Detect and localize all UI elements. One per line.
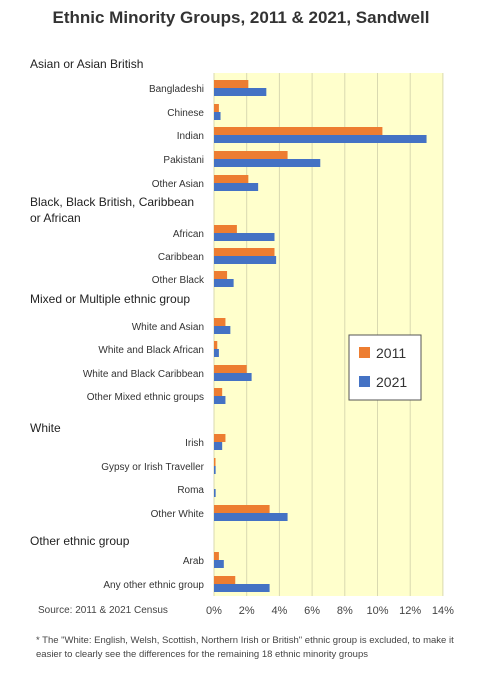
- bar-2011: [214, 225, 237, 233]
- legend-swatch: [359, 376, 370, 387]
- footnote: * The "White: English, Welsh, Scottish, …: [36, 635, 454, 660]
- bar-2011: [214, 248, 275, 256]
- bar-2021: [214, 560, 224, 568]
- bar-2011: [214, 175, 249, 183]
- bar-2021: [214, 513, 288, 521]
- source-note: Source: 2011 & 2021 Census: [38, 605, 168, 616]
- x-tick-label: 0%: [206, 605, 222, 617]
- bar-2011: [214, 365, 247, 373]
- x-tick-label: 6%: [304, 605, 320, 617]
- bar-2011: [214, 458, 216, 466]
- category-label: Other White: [151, 509, 205, 520]
- bar-2011: [214, 318, 226, 326]
- bar-2011: [214, 434, 226, 442]
- x-tick-label: 10%: [366, 605, 388, 617]
- chart-title: Ethnic Minority Groups, 2011 & 2021, San…: [52, 8, 430, 27]
- group-header: Black, Black British, Caribbean or Africa…: [30, 195, 194, 225]
- legend-swatch: [359, 347, 370, 358]
- group-header: Asian or Asian British: [30, 57, 143, 71]
- group-header-line: Black, Black British, Caribbean: [30, 195, 194, 209]
- bar-2021: [214, 584, 270, 592]
- category-label: Roma: [177, 485, 204, 496]
- bar-2021: [214, 183, 259, 191]
- bar-2021: [214, 135, 427, 143]
- group-header-line: or African: [30, 211, 81, 225]
- bar-2011: [214, 127, 383, 135]
- category-label: Other Black: [152, 275, 205, 286]
- bar-2021: [214, 256, 277, 264]
- bar-2011: [214, 80, 249, 88]
- bar-2021: [214, 159, 321, 167]
- bar-2011: [214, 552, 219, 560]
- category-label: Indian: [177, 131, 204, 142]
- x-tick-label: 2%: [239, 605, 255, 617]
- bar-2011: [214, 341, 218, 349]
- category-label: Gypsy or Irish Traveller: [101, 462, 204, 473]
- category-label: Arab: [183, 556, 205, 567]
- bar-2021: [214, 466, 216, 474]
- category-label: Pakistani: [163, 155, 204, 166]
- bar-2021: [214, 489, 216, 497]
- bar-2011: [214, 271, 228, 279]
- category-label: African: [173, 229, 204, 240]
- category-label: Chinese: [167, 108, 204, 119]
- group-header: Other ethnic group: [30, 534, 130, 548]
- category-label: Any other ethnic group: [103, 580, 204, 591]
- bar-2021: [214, 326, 231, 334]
- bar-2021: [214, 233, 275, 241]
- x-tick-label: 12%: [399, 605, 421, 617]
- category-label: White and Asian: [132, 322, 204, 333]
- bar-2011: [214, 576, 236, 584]
- legend: 2011 2021: [348, 334, 422, 401]
- bar-2021: [214, 112, 221, 120]
- bar-2021: [214, 88, 267, 96]
- category-label: Bangladeshi: [149, 84, 204, 95]
- bar-2011: [214, 104, 219, 112]
- group-header: White: [30, 421, 61, 435]
- category-label: White and Black African: [98, 345, 204, 356]
- bar-2011: [214, 388, 223, 396]
- legend-label: 2011: [376, 345, 406, 361]
- bar-2021: [214, 396, 226, 404]
- x-tick-label: 8%: [337, 605, 353, 617]
- group-header: Mixed or Multiple ethnic group: [30, 292, 190, 306]
- bar-2021: [214, 349, 219, 357]
- legend-label: 2021: [376, 374, 407, 390]
- bar-2011: [214, 505, 270, 513]
- category-label: Irish: [185, 438, 204, 449]
- x-tick-label: 14%: [432, 605, 454, 617]
- category-label: Caribbean: [158, 252, 204, 263]
- category-label: Other Asian: [152, 179, 204, 190]
- bar-2011: [214, 151, 288, 159]
- bar-2021: [214, 373, 252, 381]
- x-tick-label: 4%: [271, 605, 287, 617]
- bar-2021: [214, 442, 223, 450]
- legend-box: [348, 334, 422, 401]
- category-label: White and Black Caribbean: [83, 369, 204, 380]
- category-label: Other Mixed ethnic groups: [87, 392, 204, 403]
- bar-2021: [214, 279, 234, 287]
